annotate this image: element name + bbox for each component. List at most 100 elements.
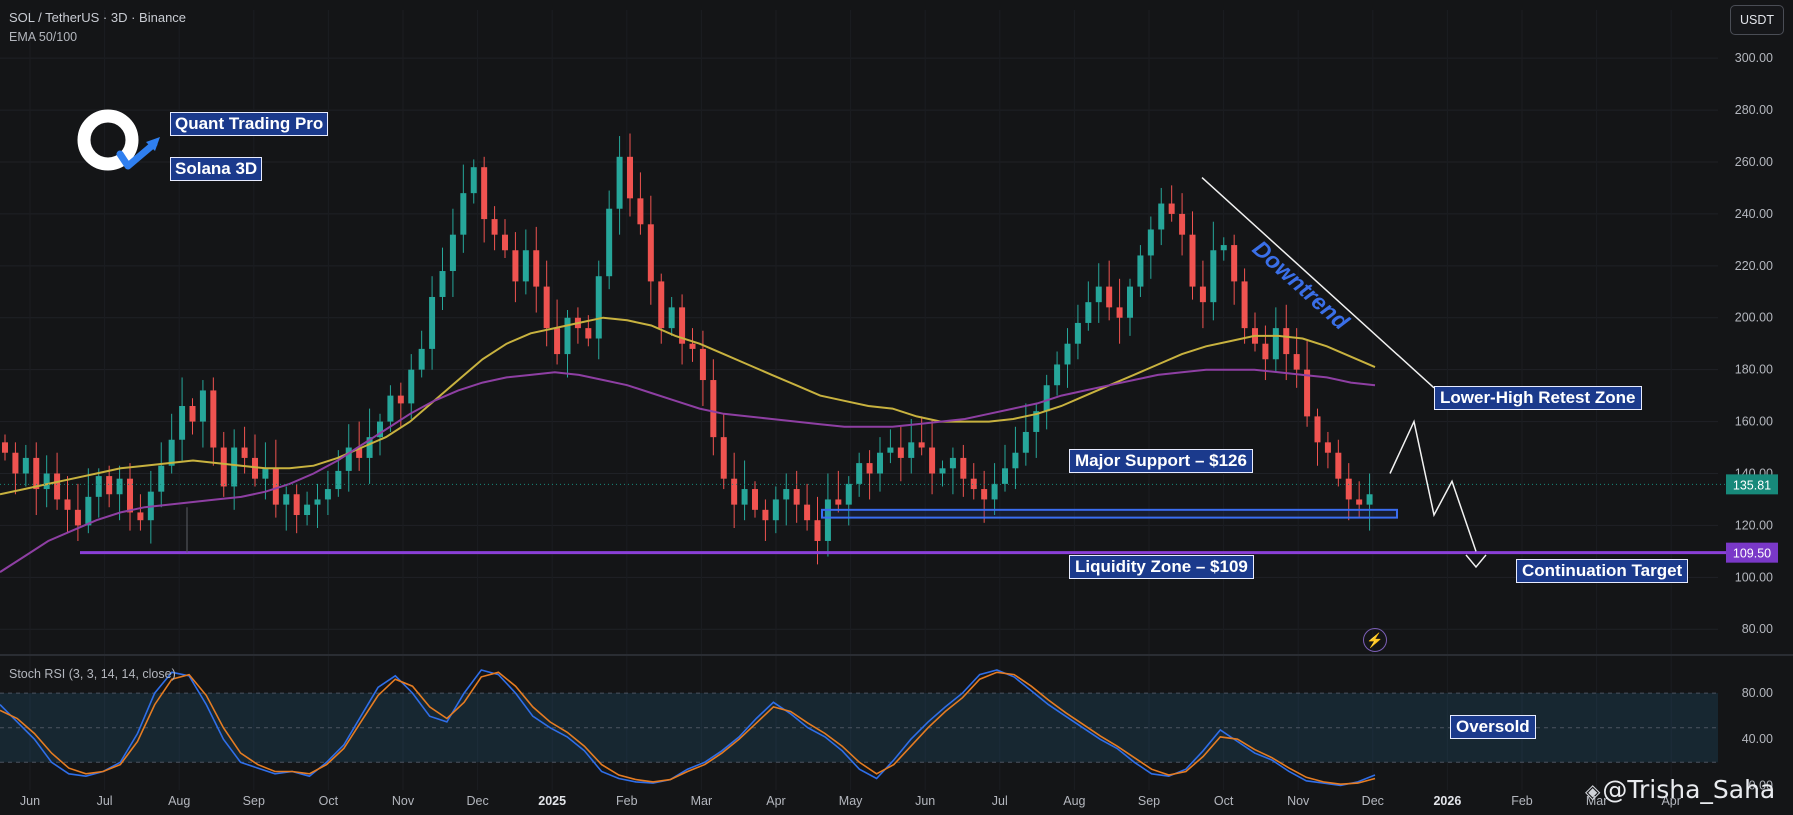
alert-bolt-icon[interactable]: ⚡ <box>1363 628 1387 652</box>
price-tick-label: 180.00 <box>1735 363 1773 377</box>
candle-body <box>887 447 894 453</box>
time-tick-label: Sep <box>243 794 265 808</box>
projection-arrowhead <box>1465 554 1487 569</box>
stoch-rsi-legend[interactable]: Stoch RSI (3, 3, 14, 14, close) <box>9 667 176 681</box>
candle-body <box>783 489 790 500</box>
time-tick-label: Dec <box>1362 794 1384 808</box>
candle-body <box>1054 364 1061 386</box>
candle-body <box>1199 286 1206 303</box>
candle-body <box>991 483 998 500</box>
price-tick-label: 240.00 <box>1735 207 1773 221</box>
stoch-tick-label: 0.00 <box>1749 778 1773 792</box>
indicator-legend[interactable]: EMA 50/100 <box>9 30 78 44</box>
candle-body <box>460 193 467 235</box>
watermark: ◈@Trisha_Saha <box>1585 775 1775 804</box>
candle-body <box>2 442 8 453</box>
time-tick-label: 2025 <box>538 794 566 808</box>
candle-body <box>449 234 456 272</box>
candle-body <box>12 452 19 474</box>
major-support-box <box>821 508 1398 519</box>
stoch-tick-label: 40.00 <box>1742 732 1773 746</box>
price-tick-label: 300.00 <box>1735 51 1773 65</box>
candle-body <box>43 473 50 490</box>
candle-body <box>22 457 29 474</box>
candle-body <box>1147 229 1154 256</box>
candle-body <box>33 457 40 490</box>
candle-body <box>522 250 529 282</box>
candle-body <box>1033 411 1040 432</box>
candle-body <box>1085 302 1092 323</box>
brand-name: Quant Trading Pro <box>170 112 329 136</box>
candle-body <box>1345 478 1352 500</box>
candle-body <box>647 224 654 282</box>
candle-body <box>1022 431 1029 453</box>
candle-body <box>1002 468 1008 484</box>
candle-body <box>304 504 311 516</box>
continuation-target-label: Continuation Target <box>1516 559 1689 583</box>
currency-button[interactable]: USDT <box>1730 5 1784 35</box>
candle-body <box>720 437 727 479</box>
candle-body <box>1137 255 1144 287</box>
candle-body <box>1189 234 1196 287</box>
candle-body <box>470 167 477 194</box>
candle-body <box>491 219 498 235</box>
level-price-tag-text: 109.50 <box>1733 547 1771 561</box>
candle-body <box>1283 328 1290 355</box>
candle-body <box>981 489 988 500</box>
candle-body <box>1095 286 1102 303</box>
candle-body <box>137 512 144 521</box>
candle-body <box>731 478 738 505</box>
time-tick-label: 2026 <box>1433 794 1461 808</box>
candle-body <box>179 406 186 440</box>
candle-body <box>429 296 436 349</box>
candle-body <box>1127 286 1133 318</box>
last-price-tag <box>1726 474 1778 495</box>
candle-body <box>481 167 488 220</box>
candle-body <box>1324 442 1331 453</box>
candle-body <box>772 499 779 521</box>
time-tick-label: Sep <box>1138 794 1160 808</box>
price-tick-label: 220.00 <box>1735 259 1773 273</box>
candle-body <box>199 390 206 422</box>
ema50-line <box>0 316 1376 496</box>
candle-body <box>762 509 769 521</box>
candle-body <box>397 395 404 404</box>
price-tick-label: 100.00 <box>1735 570 1773 584</box>
candle-body <box>866 463 873 474</box>
candle-body <box>824 499 831 541</box>
price-tick-label: 200.00 <box>1735 311 1773 325</box>
level-price-tag <box>1726 542 1778 563</box>
candle-body <box>689 343 696 349</box>
symbol-title[interactable]: SOL / TetherUS · 3D · Binance <box>9 10 187 25</box>
time-tick-label: Jun <box>20 794 40 808</box>
candle-body <box>606 208 613 277</box>
candle-body <box>752 489 758 510</box>
candle-body <box>189 406 196 422</box>
candle-body <box>699 348 706 381</box>
candle-body <box>554 328 561 355</box>
candle-body <box>1106 286 1113 308</box>
lower-high-label: Lower-High Retest Zone <box>1434 386 1642 410</box>
candle-body <box>814 520 821 541</box>
price-tick-label: 260.00 <box>1735 155 1773 169</box>
candle-body <box>908 442 915 458</box>
time-tick-label: Jul <box>992 794 1008 808</box>
candle-body <box>220 447 227 487</box>
candle-body <box>377 421 383 438</box>
candle-body <box>918 442 925 448</box>
candle-body <box>1074 322 1081 344</box>
price-tick-label: 280.00 <box>1735 103 1773 117</box>
candle-body <box>1314 416 1321 443</box>
candle-body <box>939 468 946 474</box>
candle-body <box>1366 494 1373 505</box>
candle-body <box>543 286 550 329</box>
candle-body <box>1210 250 1217 303</box>
candle-body <box>356 447 363 458</box>
candle-body <box>616 156 623 209</box>
brand-subtitle: Solana 3D <box>170 157 263 181</box>
candle-body <box>1064 343 1071 365</box>
tradingview-diamond-icon: ◈ <box>1585 779 1601 803</box>
candle-body <box>1356 499 1363 505</box>
time-tick-label: Apr <box>1661 794 1680 808</box>
